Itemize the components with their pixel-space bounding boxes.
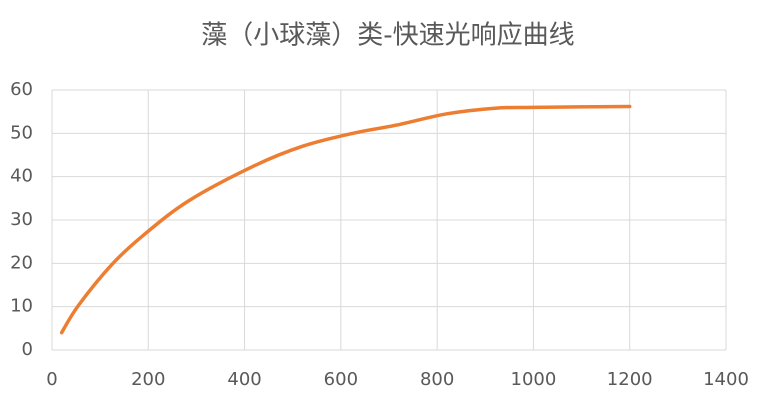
y-tick-label: 0	[22, 339, 33, 360]
y-tick-label: 20	[10, 252, 33, 273]
y-tick-label: 50	[10, 122, 33, 143]
chart-title: 藻（小球藻）类-快速光响应曲线	[201, 21, 574, 51]
y-tick-label: 10	[10, 296, 33, 317]
x-tick-label: 600	[324, 369, 358, 390]
x-tick-label: 400	[227, 369, 261, 390]
x-tick-label: 200	[131, 369, 165, 390]
x-tick-label: 1200	[607, 369, 653, 390]
data-line	[59, 104, 632, 335]
x-tick-label: 1000	[511, 369, 557, 390]
y-tick-label: 30	[10, 209, 33, 230]
y-tick-label: 60	[10, 79, 33, 100]
x-tick-label: 1400	[703, 369, 749, 390]
x-tick-label: 800	[420, 369, 454, 390]
x-tick-label: 0	[46, 369, 57, 390]
y-tick-label: 40	[10, 166, 33, 187]
